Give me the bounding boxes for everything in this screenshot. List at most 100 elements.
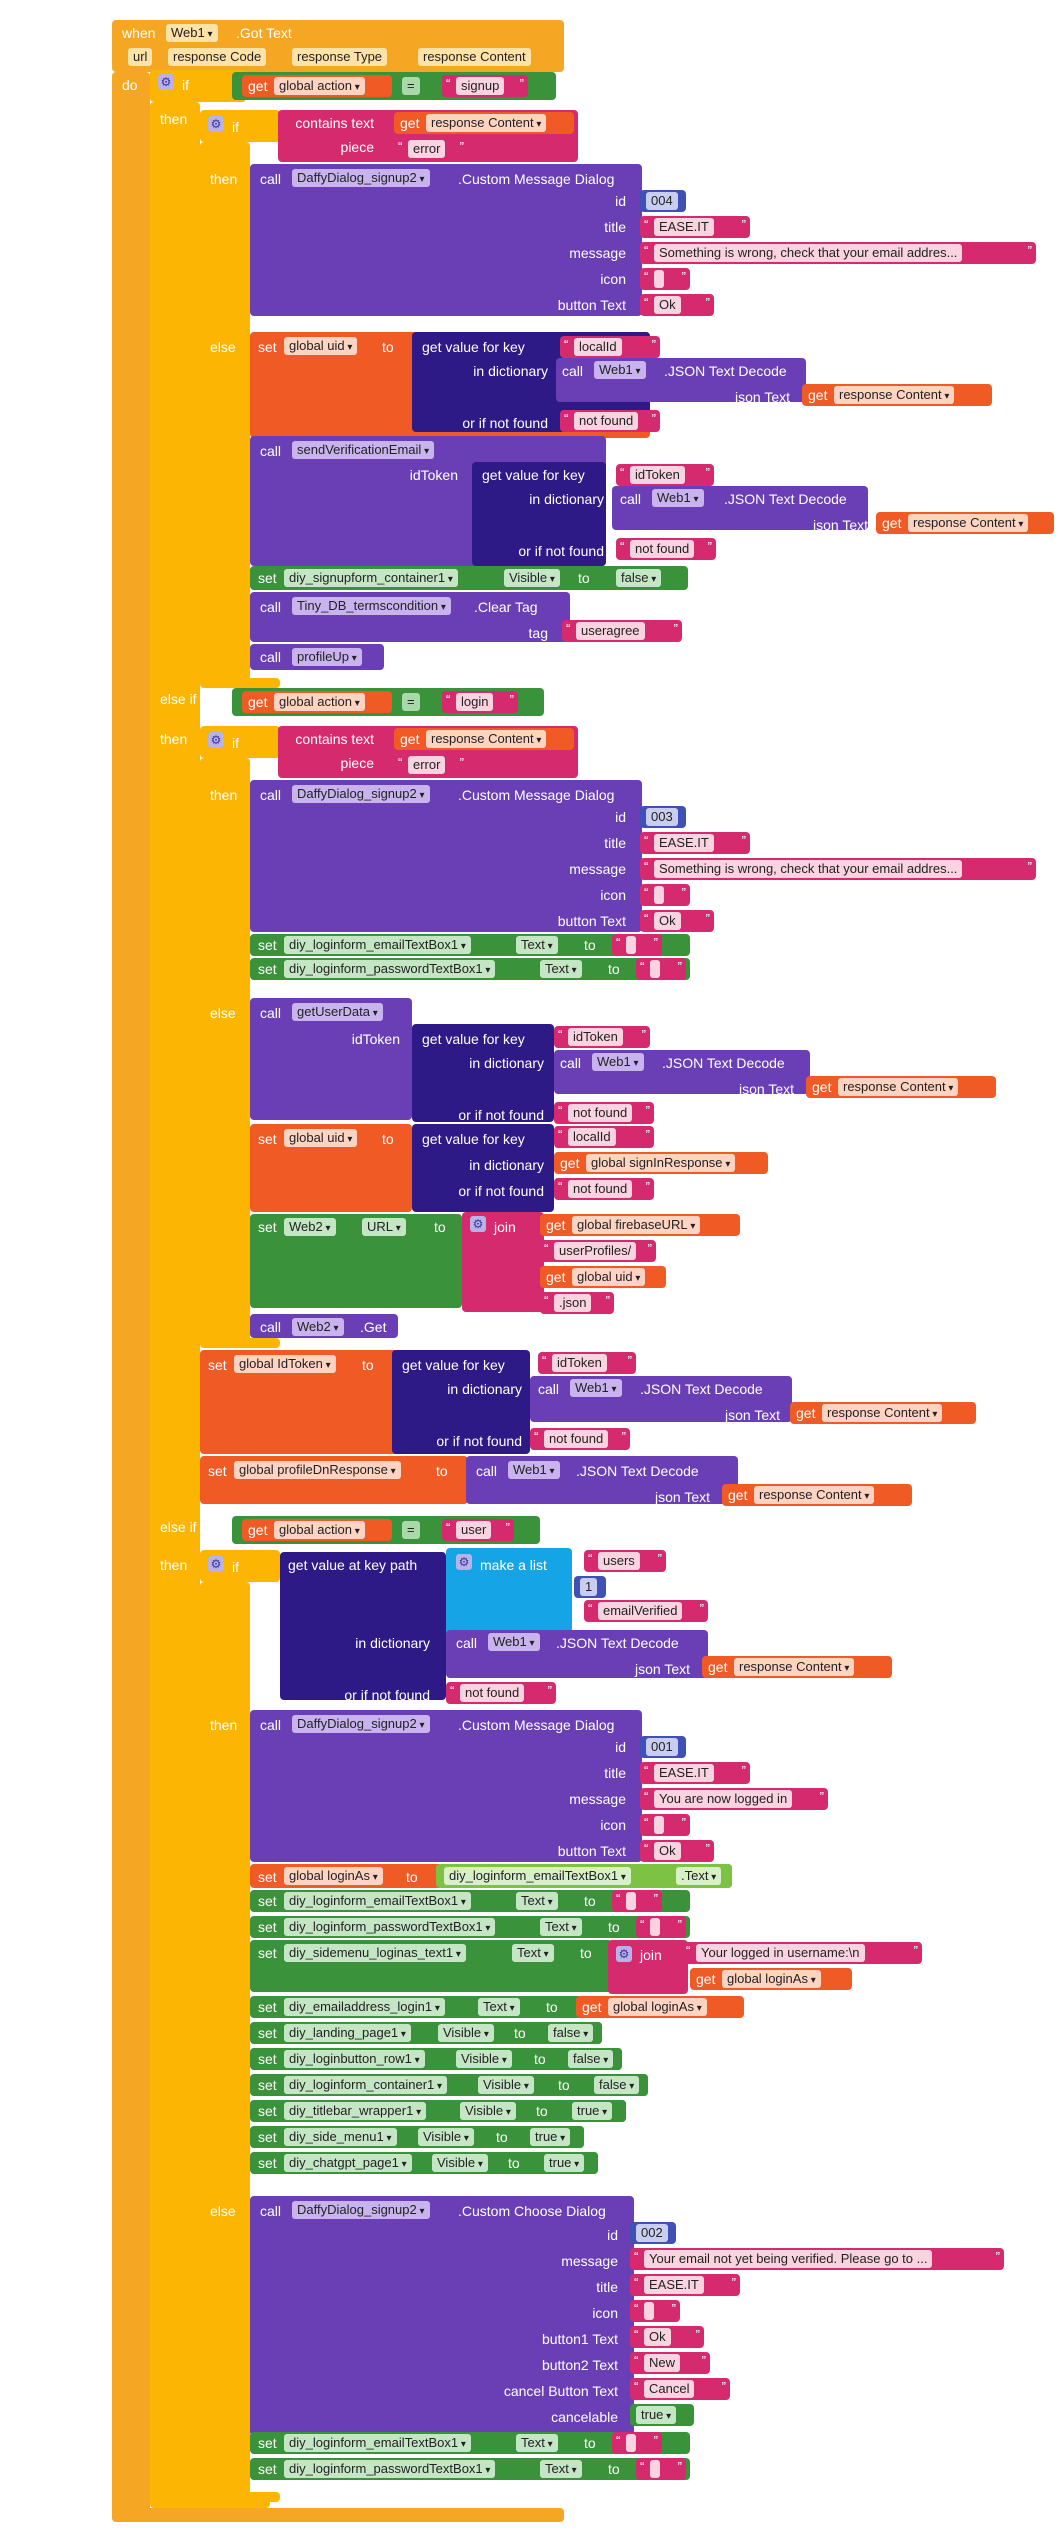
string-block[interactable]: Your logged in username:\n — [682, 1942, 922, 1964]
procedure-dropdown[interactable]: getUserData — [292, 1003, 383, 1021]
boolean-dropdown[interactable]: true — [636, 2406, 677, 2424]
string-block[interactable]: not found — [616, 538, 716, 560]
eq-dropdown[interactable]: = — [402, 77, 420, 95]
string-value[interactable]: not found — [544, 1430, 609, 1448]
string-block[interactable] — [636, 1916, 686, 1938]
property-dropdown[interactable]: Visible — [432, 2154, 488, 2172]
component-dropdown[interactable]: diy_loginform_passwordTextBox1 — [284, 960, 496, 978]
property-dropdown[interactable]: Text — [540, 1918, 582, 1936]
string-block[interactable] — [636, 958, 686, 980]
mutator-gear-icon[interactable]: ⚙ — [208, 732, 224, 748]
string-block[interactable]: Ok — [640, 1840, 714, 1862]
mutator-gear-icon[interactable]: ⚙ — [616, 1946, 632, 1962]
variable-dropdown[interactable]: response Content — [734, 1658, 855, 1676]
string-block[interactable]: EASE.IT — [640, 1762, 750, 1784]
string-value[interactable]: user — [456, 1521, 492, 1539]
string-value[interactable] — [654, 1816, 664, 1834]
string-value[interactable]: Ok — [654, 912, 681, 930]
param-response-code[interactable]: response Code — [168, 48, 267, 66]
string-value[interactable]: EASE.IT — [654, 218, 714, 236]
string-value[interactable]: not found — [630, 540, 695, 558]
string-block[interactable]: localId — [560, 336, 660, 358]
property-dropdown[interactable]: Visible — [478, 2076, 534, 2094]
variable-dropdown[interactable]: response Content — [426, 114, 547, 132]
component-dropdown[interactable]: diy_sidemenu_loginas_text1 — [284, 1944, 466, 1962]
string-block[interactable]: Something is wrong, check that your emai… — [640, 858, 1036, 880]
string-value[interactable]: Something is wrong, check that your emai… — [654, 244, 963, 262]
string-block[interactable]: EASE.IT — [640, 832, 750, 854]
component-dropdown[interactable]: diy_side_menu1 — [284, 2128, 397, 2146]
string-value[interactable]: useragree — [576, 622, 645, 640]
string-value[interactable]: error — [408, 140, 446, 158]
component-dropdown[interactable]: diy_loginform_passwordTextBox1 — [284, 1918, 496, 1936]
string-value[interactable]: New — [644, 2354, 681, 2372]
variable-dropdown[interactable]: response Content — [908, 514, 1029, 532]
string-block[interactable]: You are now logged in — [640, 1788, 828, 1810]
variable-dropdown[interactable]: response Content — [754, 1486, 875, 1504]
string-value[interactable]: localId — [574, 338, 622, 356]
string-block[interactable]: userProfiles/ — [540, 1240, 656, 1262]
string-block[interactable]: error — [394, 138, 468, 160]
string-block[interactable]: signup — [442, 75, 528, 97]
component-dropdown[interactable]: diy_loginbutton_row1 — [284, 2050, 425, 2068]
string-value[interactable]: .json — [554, 1294, 592, 1312]
variable-dropdown[interactable]: response Content — [426, 730, 547, 748]
number-block[interactable]: 003 — [640, 806, 686, 828]
component-dropdown[interactable]: Web2 — [284, 1218, 336, 1236]
variable-dropdown[interactable]: global uid — [284, 1129, 358, 1147]
property-dropdown[interactable]: Text — [516, 2434, 558, 2452]
variable-dropdown[interactable]: global action — [274, 77, 365, 95]
variable-dropdown[interactable]: global profileDnResponse — [234, 1461, 401, 1479]
string-block[interactable]: login — [442, 691, 518, 713]
property-dropdown[interactable]: Visible — [438, 2024, 494, 2042]
variable-dropdown[interactable]: global action — [274, 693, 365, 711]
component-dropdown[interactable]: Web1 — [592, 1053, 644, 1071]
boolean-dropdown[interactable]: true — [544, 2154, 585, 2172]
property-dropdown[interactable]: Visible — [504, 569, 560, 587]
mutator-gear-icon[interactable]: ⚙ — [456, 1554, 472, 1570]
string-value[interactable]: users — [598, 1552, 640, 1570]
string-value[interactable]: not found — [574, 412, 639, 430]
param-response-content[interactable]: response Content — [418, 48, 531, 66]
string-block[interactable] — [636, 2458, 686, 2480]
component-dropdown[interactable]: diy_signupform_container1 — [284, 569, 458, 587]
string-value[interactable]: emailVerified — [598, 1602, 683, 1620]
component-dropdown[interactable]: diy_loginform_emailTextBox1 — [284, 2434, 471, 2452]
string-value[interactable] — [650, 1918, 660, 1936]
string-block[interactable]: users — [584, 1550, 666, 1572]
string-value[interactable]: idToken — [552, 1354, 607, 1372]
string-block[interactable]: emailVerified — [584, 1600, 708, 1622]
string-block[interactable]: EASE.IT — [630, 2274, 740, 2296]
number-value[interactable]: 1 — [580, 1578, 598, 1596]
property-dropdown[interactable]: Text — [540, 960, 582, 978]
property-dropdown[interactable]: Visible — [456, 2050, 512, 2068]
eq-dropdown[interactable]: = — [402, 1521, 420, 1539]
string-value[interactable]: not found — [460, 1684, 525, 1702]
string-block[interactable]: localId — [554, 1126, 654, 1148]
mutator-gear-icon[interactable]: ⚙ — [158, 74, 174, 90]
component-dropdown[interactable]: diy_loginform_container1 — [284, 2076, 448, 2094]
variable-dropdown[interactable]: global loginAs — [608, 1998, 707, 2016]
mutator-gear-icon[interactable]: ⚙ — [208, 1556, 224, 1572]
property-dropdown[interactable]: Text — [516, 1892, 558, 1910]
string-block[interactable]: idToken — [538, 1352, 636, 1374]
number-block[interactable]: 004 — [640, 190, 686, 212]
component-dropdown[interactable]: diy_titlebar_wrapper1 — [284, 2102, 427, 2120]
component-dropdown[interactable]: Web1 — [570, 1379, 622, 1397]
component-dropdown[interactable]: diy_chatgpt_page1 — [284, 2154, 412, 2172]
number-block[interactable]: 001 — [640, 1736, 686, 1758]
string-block[interactable] — [630, 2300, 680, 2322]
string-value[interactable]: idToken — [630, 466, 685, 484]
string-block[interactable] — [612, 2432, 662, 2454]
component-dropdown[interactable]: diy_emailaddress_login1 — [284, 1998, 445, 2016]
string-block[interactable] — [640, 884, 690, 906]
boolean-dropdown[interactable]: true — [530, 2128, 571, 2146]
string-value[interactable]: not found — [568, 1104, 633, 1122]
string-value[interactable]: not found — [568, 1180, 633, 1198]
property-dropdown[interactable]: Text — [478, 1998, 520, 2016]
variable-dropdown[interactable]: global uid — [284, 337, 358, 355]
component-dropdown[interactable]: diy_landing_page1 — [284, 2024, 411, 2042]
variable-dropdown[interactable]: global IdToken — [234, 1355, 336, 1373]
string-block[interactable]: idToken — [616, 464, 714, 486]
boolean-dropdown[interactable]: true — [572, 2102, 613, 2120]
